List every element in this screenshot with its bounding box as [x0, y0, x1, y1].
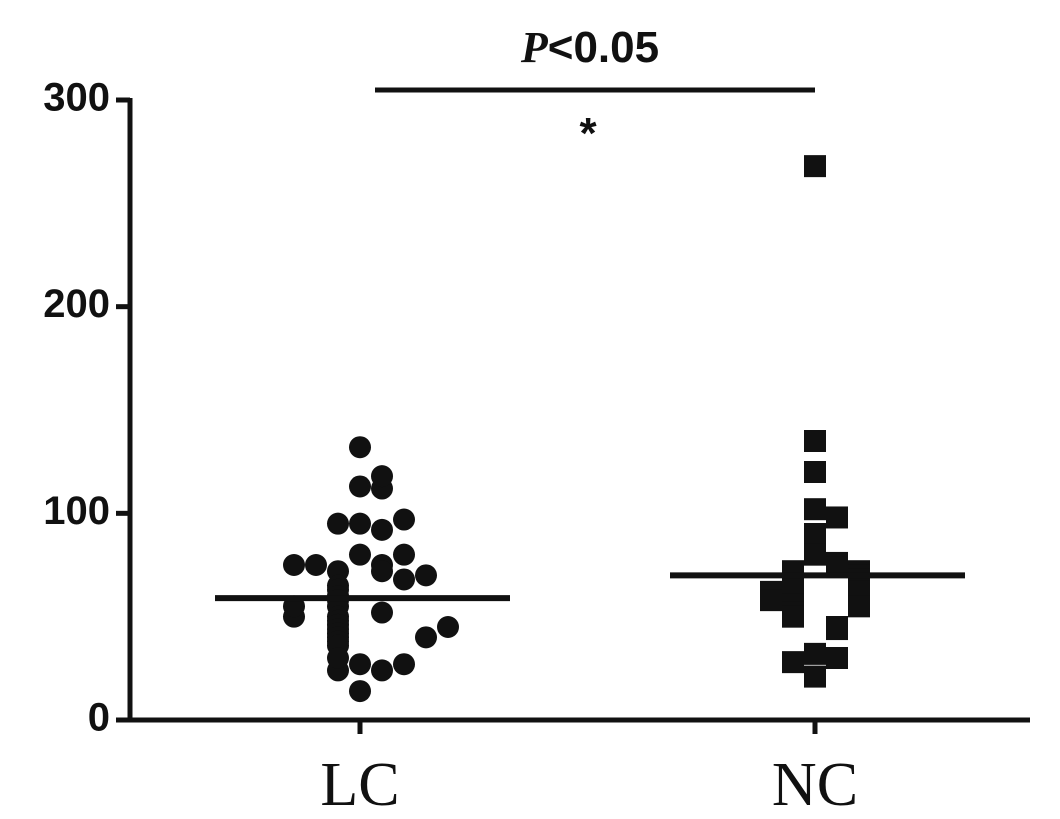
dot	[393, 509, 415, 531]
x-tick-label: LC	[320, 751, 399, 819]
square	[826, 618, 848, 640]
square	[804, 666, 826, 688]
dot	[349, 513, 371, 535]
square	[804, 523, 826, 545]
y-tick-label: 200	[43, 282, 110, 326]
square	[760, 589, 782, 611]
dot	[371, 659, 393, 681]
dot	[327, 647, 349, 669]
square	[804, 461, 826, 483]
y-tick-label: 0	[88, 696, 110, 740]
y-tick-label: 300	[43, 76, 110, 120]
square	[782, 651, 804, 673]
dot	[349, 544, 371, 566]
y-tick-label: 100	[43, 489, 110, 533]
dot	[349, 436, 371, 458]
dot	[437, 616, 459, 638]
dot	[393, 544, 415, 566]
dot	[415, 626, 437, 648]
square	[804, 643, 826, 665]
square	[826, 647, 848, 669]
dot	[305, 554, 327, 576]
square	[848, 595, 870, 617]
dot	[371, 465, 393, 487]
square	[804, 544, 826, 566]
annotation-text: <0.05	[548, 23, 659, 72]
significance-star: *	[579, 109, 597, 158]
square	[826, 506, 848, 528]
dot	[327, 513, 349, 535]
dot	[393, 653, 415, 675]
dot	[349, 653, 371, 675]
annotation: P<0.05	[520, 23, 659, 72]
dot	[371, 519, 393, 541]
dot	[349, 680, 371, 702]
square	[804, 498, 826, 520]
dot	[371, 560, 393, 582]
x-tick-label: NC	[772, 751, 858, 819]
square	[804, 430, 826, 452]
dot	[349, 475, 371, 497]
dot	[283, 554, 305, 576]
dot	[393, 568, 415, 590]
square	[782, 606, 804, 628]
square	[804, 155, 826, 177]
dot	[371, 602, 393, 624]
dot	[415, 564, 437, 586]
annotation-italic: P	[520, 23, 549, 72]
